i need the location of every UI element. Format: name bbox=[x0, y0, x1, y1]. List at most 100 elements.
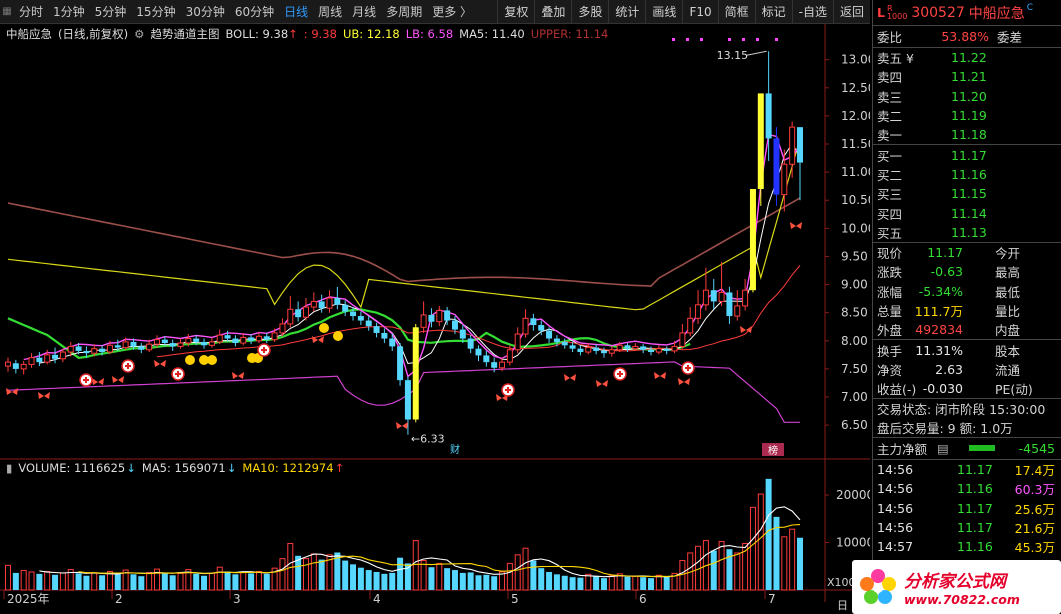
candle[interactable] bbox=[412, 323, 419, 423]
candle[interactable] bbox=[106, 340, 113, 355]
tool-button-8[interactable]: -自选 bbox=[791, 0, 833, 24]
candle[interactable] bbox=[718, 262, 725, 306]
candle[interactable] bbox=[695, 290, 702, 324]
period-tab-8[interactable]: 月线 bbox=[352, 4, 377, 19]
period-tab-7[interactable]: 周线 bbox=[318, 4, 343, 19]
bids-row[interactable]: 买五 11.13 bbox=[873, 223, 1061, 242]
period-tab-6[interactable]: 日线 bbox=[284, 4, 309, 19]
candle[interactable] bbox=[553, 335, 560, 347]
candle[interactable] bbox=[216, 329, 223, 345]
candle[interactable] bbox=[279, 318, 286, 337]
tool-button-9[interactable]: 返回 bbox=[832, 0, 870, 24]
tool-button-0[interactable]: 复权 bbox=[497, 0, 534, 24]
candle[interactable] bbox=[248, 334, 255, 345]
candle[interactable] bbox=[538, 320, 545, 336]
asks-row[interactable]: 卖三 11.20 bbox=[873, 87, 1061, 106]
candle[interactable] bbox=[428, 308, 435, 328]
candle[interactable] bbox=[91, 344, 98, 357]
candle[interactable] bbox=[75, 343, 82, 355]
asks-row[interactable]: 卖四 11.21 bbox=[873, 67, 1061, 86]
candle[interactable] bbox=[530, 313, 537, 331]
candle[interactable] bbox=[146, 339, 153, 353]
candle[interactable] bbox=[640, 344, 647, 354]
period-tab-4[interactable]: 30分钟 bbox=[185, 4, 225, 19]
candle[interactable] bbox=[208, 337, 215, 348]
bids-row[interactable]: 买一 11.17 bbox=[873, 145, 1061, 164]
candle[interactable] bbox=[240, 332, 247, 346]
asks-row[interactable]: 卖二 11.19 bbox=[873, 106, 1061, 125]
candle[interactable] bbox=[357, 311, 364, 326]
tool-button-4[interactable]: 画线 bbox=[645, 0, 682, 24]
candle[interactable] bbox=[232, 335, 239, 347]
kline-chart[interactable]: 13.00 12.50 12.00 11.50 11.00 10.50 10.00 9.50 9… bbox=[0, 24, 870, 614]
finance-event-label[interactable]: 财 bbox=[450, 443, 460, 456]
asks-row[interactable]: 卖五 ¥ 11.22 bbox=[873, 48, 1061, 67]
bids-row[interactable]: 买四 11.14 bbox=[873, 203, 1061, 222]
main-net-menu-icon[interactable]: ▤ bbox=[937, 440, 949, 456]
candle[interactable] bbox=[561, 338, 568, 349]
candle[interactable] bbox=[397, 343, 404, 386]
candle[interactable] bbox=[687, 307, 694, 337]
candle[interactable] bbox=[365, 316, 372, 331]
period-tab-1[interactable]: 1分钟 bbox=[53, 4, 85, 19]
bids-row[interactable]: 买三 11.15 bbox=[873, 184, 1061, 203]
candle[interactable] bbox=[130, 338, 137, 350]
candle[interactable] bbox=[781, 149, 788, 212]
tool-button-1[interactable]: 叠加 bbox=[534, 0, 571, 24]
chart-canvas[interactable]: 13.00 12.50 12.00 11.50 11.00 10.50 10.00 9.50 9… bbox=[0, 24, 870, 614]
period-tab-9[interactable]: 多周期 bbox=[386, 4, 423, 19]
candle[interactable] bbox=[444, 307, 451, 326]
candle[interactable] bbox=[5, 357, 11, 372]
candle[interactable] bbox=[224, 330, 231, 342]
period-tab-10[interactable]: 更多 〉 bbox=[432, 4, 473, 19]
candle[interactable] bbox=[122, 337, 129, 350]
candle[interactable] bbox=[287, 295, 294, 328]
tool-button-7[interactable]: 标记 bbox=[754, 0, 792, 24]
candle[interactable] bbox=[404, 376, 411, 435]
candle[interactable] bbox=[491, 357, 498, 373]
candle[interactable] bbox=[624, 343, 631, 353]
candle[interactable] bbox=[757, 93, 764, 206]
candle[interactable] bbox=[389, 334, 396, 351]
candle[interactable] bbox=[326, 290, 333, 313]
candle[interactable] bbox=[514, 327, 521, 354]
candle[interactable] bbox=[616, 341, 623, 353]
candle[interactable] bbox=[114, 339, 121, 351]
candle[interactable] bbox=[663, 346, 670, 355]
candle[interactable] bbox=[749, 188, 756, 293]
candle[interactable] bbox=[177, 338, 184, 349]
candle[interactable] bbox=[295, 301, 302, 322]
candle[interactable] bbox=[36, 352, 43, 367]
candle[interactable] bbox=[734, 290, 741, 321]
candle[interactable] bbox=[577, 345, 584, 356]
candle[interactable] bbox=[185, 334, 192, 347]
candle[interactable] bbox=[153, 335, 160, 348]
candle[interactable] bbox=[632, 343, 639, 351]
candle[interactable] bbox=[161, 336, 168, 347]
candle[interactable] bbox=[459, 325, 466, 344]
candle[interactable] bbox=[193, 335, 200, 346]
candle[interactable] bbox=[138, 343, 145, 354]
toolbar-grip-icon[interactable]: ▦ bbox=[2, 6, 12, 17]
candle[interactable] bbox=[569, 341, 576, 353]
tool-button-5[interactable]: F10 bbox=[682, 0, 717, 24]
candle[interactable] bbox=[373, 322, 380, 338]
period-tab-5[interactable]: 60分钟 bbox=[234, 4, 275, 19]
tool-button-2[interactable]: 多股 bbox=[571, 0, 608, 24]
candle[interactable] bbox=[467, 335, 474, 354]
candle[interactable] bbox=[255, 331, 262, 344]
template-gear-icon[interactable]: ⚙ bbox=[134, 27, 145, 41]
candle[interactable] bbox=[671, 340, 678, 354]
candle[interactable] bbox=[742, 278, 749, 311]
candle[interactable] bbox=[593, 344, 600, 355]
candle[interactable] bbox=[12, 359, 19, 374]
period-tab-2[interactable]: 5分钟 bbox=[94, 4, 127, 19]
candle[interactable] bbox=[263, 332, 270, 344]
candle[interactable] bbox=[546, 327, 553, 344]
candle[interactable] bbox=[201, 338, 208, 349]
candle[interactable] bbox=[99, 345, 106, 356]
candle[interactable] bbox=[499, 357, 506, 372]
candle[interactable] bbox=[28, 353, 35, 368]
candle[interactable] bbox=[318, 294, 325, 313]
rank-event-label[interactable]: 榜 bbox=[768, 444, 778, 457]
